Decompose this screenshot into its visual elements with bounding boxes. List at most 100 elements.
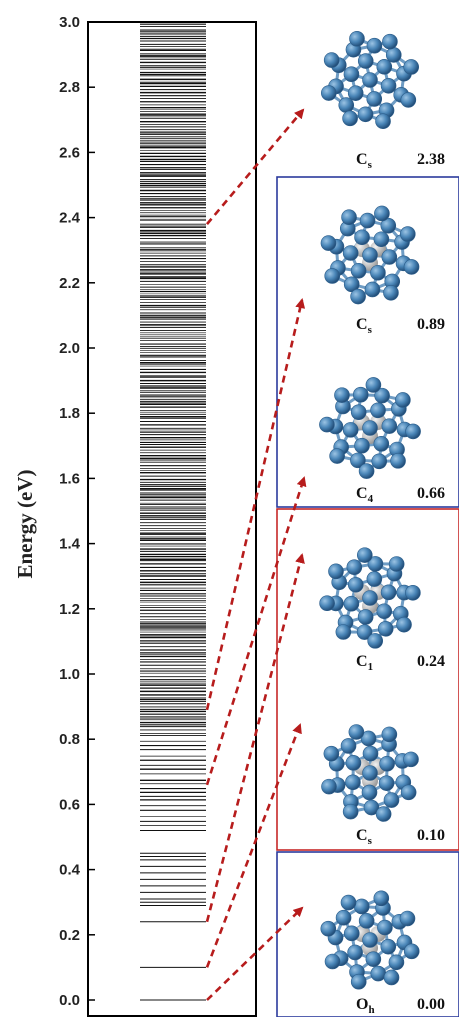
atom: [405, 584, 421, 601]
atom: [388, 954, 405, 971]
atom: [320, 235, 337, 251]
atom: [350, 973, 367, 990]
atom: [328, 563, 344, 580]
atom: [403, 943, 420, 960]
atom: [403, 59, 419, 75]
y-tick-label: 2.4: [59, 210, 81, 227]
atom: [357, 53, 374, 69]
isomer-energy-label: 0.00: [417, 996, 445, 1013]
isomer-energy-label: 0.66: [417, 485, 445, 502]
atom: [323, 52, 340, 68]
atom: [343, 276, 360, 293]
atom: [381, 249, 398, 265]
atom: [376, 59, 393, 75]
blue-box-top: [276, 176, 459, 508]
atom: [375, 113, 391, 129]
atom: [374, 387, 390, 404]
level-arrow: [205, 723, 302, 968]
atom: [383, 792, 400, 808]
atom: [362, 72, 378, 88]
atom: [342, 110, 358, 127]
y-tick-label: 3.0: [59, 14, 80, 31]
atom: [390, 453, 406, 469]
atom: [362, 590, 378, 606]
atom: [345, 755, 362, 771]
atom: [380, 938, 397, 955]
atom: [373, 231, 390, 248]
atom: [400, 784, 417, 801]
atom: [370, 965, 387, 982]
atom: [358, 463, 375, 479]
isomer-symmetry-label: Oh: [356, 996, 375, 1016]
plot-frame: [87, 21, 257, 1017]
cluster-image: [320, 205, 420, 305]
atom: [342, 245, 359, 261]
atom: [367, 556, 384, 572]
atom: [356, 547, 373, 563]
atom: [334, 387, 350, 403]
atom: [383, 969, 400, 986]
atom: [380, 217, 397, 234]
atom: [335, 624, 352, 640]
y-tick-label: 1.6: [59, 470, 80, 487]
atom: [370, 402, 386, 419]
atom: [356, 624, 373, 640]
atom: [395, 392, 411, 408]
atom: [363, 799, 380, 816]
atom: [379, 755, 395, 772]
atom: [378, 775, 395, 791]
atom: [360, 730, 377, 747]
atom: [350, 452, 366, 469]
atom: [350, 262, 367, 279]
y-axis-ticks: 0.0 0.2 0.4 0.6 0.8 1.0 1.2 1.4 1.6 1.8 2.0 2.2 2.4 2…: [59, 14, 95, 1009]
atom: [400, 92, 417, 108]
atom: [320, 920, 337, 937]
atom: [366, 91, 383, 107]
atom: [354, 229, 370, 246]
level-arrows: [205, 108, 307, 1001]
atom: [324, 953, 341, 970]
atom: [335, 909, 352, 926]
y-tick-label: 2.6: [59, 144, 80, 161]
atom: [357, 106, 374, 123]
atom: [349, 31, 365, 47]
atom: [373, 436, 390, 452]
cluster-image: [320, 890, 420, 990]
atom: [361, 784, 378, 801]
level-arrow: [205, 476, 307, 786]
atom: [367, 633, 384, 649]
blue-box-bottom: [276, 851, 459, 1017]
atom: [403, 751, 419, 768]
atom: [405, 423, 421, 440]
atom: [338, 97, 355, 113]
y-tick-label: 1.4: [59, 536, 81, 553]
isomer-labels: Oh 0.00 Cs 0.10 C1 0.24 C4 0.66 Cs 0.89 Cs 2.38: [356, 151, 445, 1016]
red-box: [276, 508, 459, 851]
atom: [365, 377, 382, 393]
atom: [329, 448, 345, 464]
atom: [381, 418, 398, 434]
atom: [353, 898, 370, 915]
y-axis-title: Energy (eV): [13, 469, 37, 578]
atom: [340, 738, 357, 754]
atom: [345, 774, 361, 791]
isomer-symmetry-label: Cs: [356, 316, 373, 336]
cluster-image: [319, 547, 421, 649]
y-tick-label: 1.2: [59, 601, 80, 618]
y-tick-label: 0.0: [59, 992, 80, 1009]
atom: [403, 259, 420, 275]
atom: [362, 247, 378, 263]
atom: [319, 416, 335, 433]
atom: [341, 209, 357, 226]
atom: [319, 595, 335, 612]
level-arrow: [206, 108, 305, 225]
atom: [359, 212, 376, 229]
atom: [365, 951, 382, 967]
cluster-images: [319, 31, 421, 990]
level-arrow: [205, 553, 305, 923]
atom: [380, 77, 397, 94]
level-arrow: [205, 298, 306, 711]
atom: [373, 890, 390, 907]
atom: [347, 85, 364, 101]
